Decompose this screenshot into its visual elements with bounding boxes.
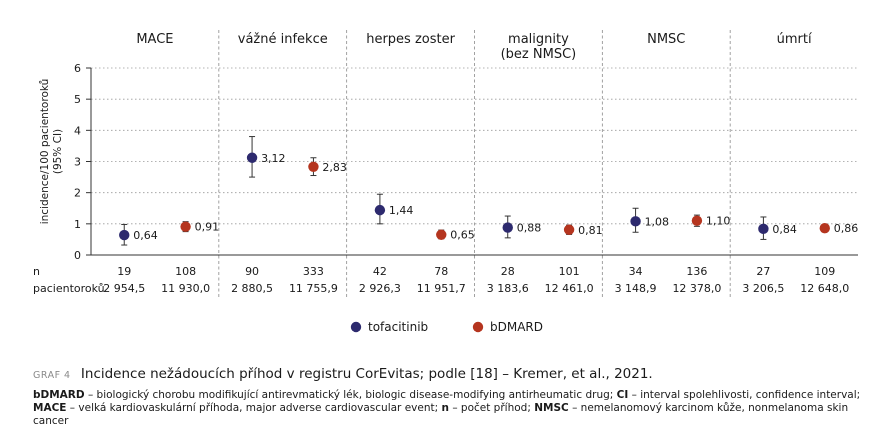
- caption-abbreviation: MACE: [33, 402, 67, 414]
- y-axis-label-line: (95% CI): [52, 129, 64, 174]
- caption-title-line: GRAF 4 Incidence nežádoucích příhod v re…: [33, 366, 873, 382]
- y-tick-label: 3: [74, 156, 81, 169]
- data-label: 2,83: [322, 161, 347, 174]
- row-label-n: n: [33, 265, 40, 278]
- caption-abbreviation: CI: [616, 389, 629, 401]
- data-point-bdmard: [308, 161, 319, 172]
- n-value: 78: [434, 265, 448, 278]
- caption-abbreviation: bDMARD: [33, 389, 85, 401]
- y-tick-label: 6: [74, 62, 81, 75]
- patient-years-value: 3 183,6: [487, 282, 529, 295]
- n-value: 42: [373, 265, 387, 278]
- y-axis-label-line: incidence/100 pacientoroků: [39, 79, 51, 225]
- patient-years-value: 2 954,5: [103, 282, 145, 295]
- n-value: 27: [756, 265, 770, 278]
- data-label: 0,88: [517, 222, 542, 235]
- group-title: úmrtí: [777, 32, 812, 47]
- n-value: 108: [175, 265, 196, 278]
- patient-years-value: 3 148,9: [615, 282, 657, 295]
- n-value: 90: [245, 265, 259, 278]
- group-title: malignity: [508, 32, 569, 47]
- legend-marker-tofacitinib: [350, 321, 362, 333]
- y-tick-label: 5: [74, 93, 81, 106]
- patient-years-value: 12 461,0: [545, 282, 594, 295]
- figure-caption: GRAF 4 Incidence nežádoucích příhod v re…: [33, 366, 873, 428]
- group-title: herpes zoster: [366, 32, 455, 47]
- data-point-bdmard: [563, 224, 575, 235]
- legend-label: tofacitinib: [368, 320, 428, 334]
- n-value: 101: [559, 265, 580, 278]
- patient-years-value: 11 951,7: [417, 282, 466, 295]
- data-point-bdmard: [436, 229, 447, 240]
- data-label: 0,84: [772, 223, 797, 236]
- caption-tag: GRAF 4: [33, 370, 71, 381]
- patient-years-value: 3 206,5: [742, 282, 784, 295]
- group-title: (bez NMSC): [501, 47, 577, 62]
- data-label: 1,44: [389, 204, 414, 217]
- caption-text: – biologický chorobu modifikující antire…: [84, 389, 617, 401]
- caption-text: – velká kardiovaskulární příhoda, major …: [66, 402, 442, 414]
- data-label: 3,12: [261, 152, 286, 165]
- group-title: vážné infekce: [238, 32, 328, 47]
- data-point-tofacitinib: [374, 204, 386, 216]
- data-label: 0,86: [834, 222, 859, 235]
- y-tick-label: 2: [74, 187, 81, 200]
- data-label: 0,65: [450, 229, 475, 242]
- y-tick-label: 0: [74, 249, 81, 262]
- patient-years-value: 2 926,3: [359, 282, 401, 295]
- patient-years-value: 11 755,9: [289, 282, 338, 295]
- caption-title: Incidence nežádoucích příhod v registru …: [80, 366, 653, 382]
- legend-marker-bdmard: [472, 321, 484, 333]
- data-label: 0,91: [195, 221, 220, 234]
- data-label: 0,64: [133, 229, 158, 242]
- patient-years-value: 12 648,0: [800, 282, 849, 295]
- data-point-tofacitinib: [119, 229, 130, 241]
- caption-abbreviation: n: [441, 402, 449, 414]
- caption-abbreviation: NMSC: [534, 402, 569, 414]
- data-point-bdmard: [691, 215, 703, 226]
- data-point-bdmard: [819, 222, 830, 234]
- n-value: 109: [814, 265, 835, 278]
- data-label: 1,10: [706, 215, 731, 228]
- n-value: 333: [303, 265, 324, 278]
- y-tick-label: 4: [74, 124, 81, 137]
- patient-years-value: 12 378,0: [672, 282, 721, 295]
- caption-text: – nemelanomový karcinom kůže, nonmelanom…: [33, 402, 849, 427]
- data-point-tofacitinib: [246, 152, 258, 163]
- data-label: 0,81: [578, 224, 603, 237]
- group-title: NMSC: [647, 32, 685, 47]
- data-point-tofacitinib: [630, 216, 641, 227]
- data-point-tofacitinib: [502, 222, 513, 233]
- data-label: 1,08: [645, 215, 670, 228]
- n-value: 28: [501, 265, 515, 278]
- y-axis-label: incidence/100 pacientoroků(95% CI): [39, 79, 64, 225]
- n-value: 19: [117, 265, 131, 278]
- legend-label: bDMARD: [490, 320, 543, 334]
- group-title: MACE: [136, 32, 173, 47]
- patient-years-value: 11 930,0: [161, 282, 210, 295]
- data-point-tofacitinib: [758, 223, 769, 235]
- row-label-patient-years: pacientoroků: [33, 282, 105, 295]
- n-value: 34: [629, 265, 643, 278]
- n-value: 136: [686, 265, 707, 278]
- data-point-bdmard: [180, 221, 191, 232]
- patient-years-value: 2 880,5: [231, 282, 273, 295]
- y-tick-label: 1: [74, 218, 81, 231]
- caption-text: – interval spolehlivosti, confidence int…: [628, 389, 861, 401]
- caption-text: – počet příhod;: [448, 402, 535, 414]
- caption-note: bDMARD – biologický chorobu modifikující…: [33, 389, 873, 428]
